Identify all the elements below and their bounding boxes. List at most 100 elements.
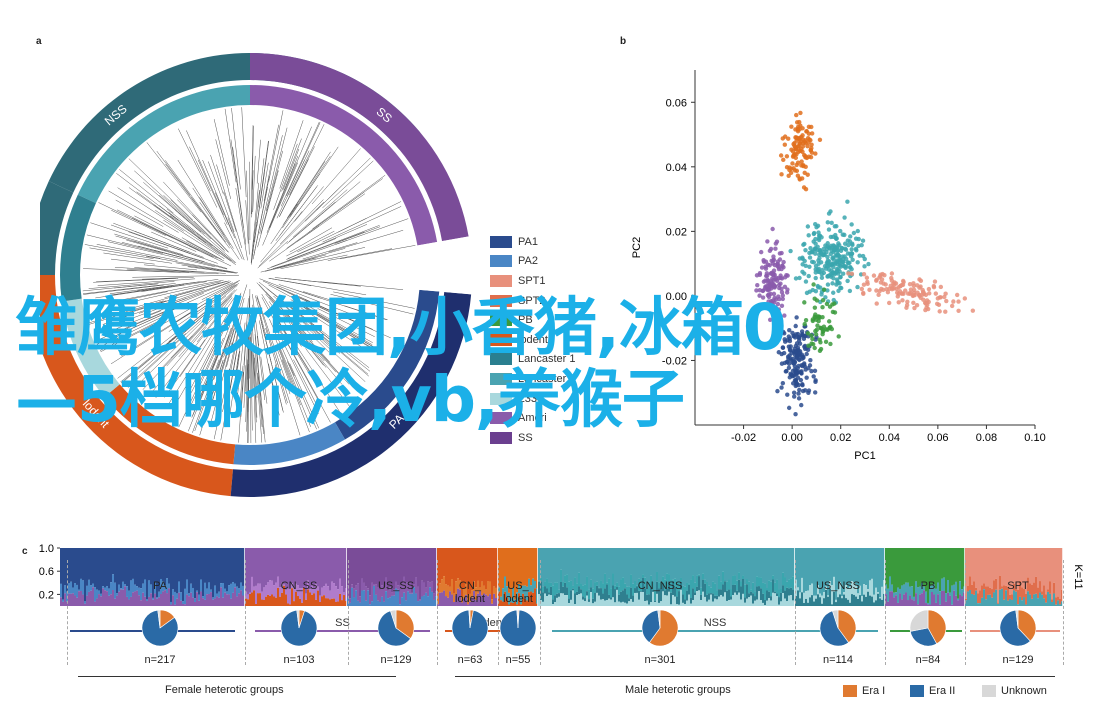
bar-segment [275,597,278,606]
pca-point-lodent [809,131,815,136]
bar-segment [831,548,834,585]
bar-segment [612,597,615,606]
pca-point-nss [835,244,840,249]
bar-segment [114,598,117,606]
pca-point-spt [905,299,910,305]
pca-point-pa [779,326,784,331]
bar-segment [568,548,571,582]
bar-segment [835,548,838,600]
pca-point-nss [838,274,843,280]
bar-segment [498,591,501,606]
bar-segment [622,577,625,591]
pca-point-nss [803,263,808,269]
bar-segment [792,589,795,601]
bar-segment [797,590,800,606]
bar-segment [676,596,679,605]
bar-segment [128,548,131,591]
bar-segment [756,548,759,577]
legend-item: lodent [490,330,575,350]
bar-segment [564,595,567,606]
pca-point-pb [802,300,807,305]
bar-segment [686,548,689,583]
tree-branch [108,241,215,267]
bar-segment [375,548,378,585]
bar-segment [612,573,615,586]
x-tick-label: 0.00 [781,432,802,444]
group-divider [498,560,499,665]
tree-branch [99,315,169,351]
bar-segment [419,599,422,601]
bar-segment [538,548,541,581]
bar-segment [857,593,860,599]
bar-segment [234,587,237,606]
bar-segment [1041,548,1044,592]
bar-segment [662,548,665,577]
bar-segment [337,548,340,590]
pca-point-pa [787,328,792,333]
pca-point-nss [800,269,805,275]
bar-segment [365,600,368,606]
bar-segment [363,582,366,591]
pca-point-pb [824,301,830,307]
bar-segment [1015,591,1018,606]
bar-segment [899,548,902,589]
pca-point-lodent [797,141,802,146]
tree-branch [258,201,325,267]
pca-point-nss [845,251,851,256]
pie-label: CN_SS [280,580,318,592]
tree-branch [273,295,332,348]
bar-segment [355,590,358,606]
pca-point-pb [817,314,822,320]
bar-segment [772,579,775,593]
tree-branch [192,359,220,433]
bar-segment [766,590,769,601]
x-tick-label: 0.02 [830,432,851,444]
bar-segment [891,584,894,592]
bar-segment [558,548,561,590]
legend-label: lodent [518,333,548,346]
bar-segment [303,548,306,587]
bar-segment [967,591,970,606]
bar-segment [979,603,982,606]
bar-segment [704,579,707,584]
bar-segment [813,595,816,602]
bar-segment [588,599,591,602]
bar-segment [913,600,916,606]
bar-segment [532,578,535,593]
bar-segment [748,593,751,598]
bar-y-tick-label: 1.0 [39,543,54,555]
pca-point-pa [797,387,802,393]
tree-branch [277,345,301,406]
bar-segment [708,585,711,594]
bar-segment [929,604,932,606]
bar-segment [698,590,701,606]
bar-segment [963,592,966,606]
pca-point-nss [821,246,826,252]
bar-segment [841,598,844,606]
bar-segment [893,592,896,598]
bar-segment [337,601,340,606]
bar-segment [134,548,137,585]
bar-segment [935,588,938,603]
legend-item: SPT1 [490,271,575,291]
bar-segment [124,586,127,606]
bar-segment [451,594,454,606]
bar-segment [558,589,561,594]
bar-segment [724,580,727,582]
pca-point-spt [864,275,870,280]
ring-lodent [40,275,234,497]
bar-segment [827,548,830,596]
tree-branch [256,350,266,443]
bar-segment [194,548,197,599]
pca-point-lodent [798,110,803,116]
pca-point-nss [856,243,861,249]
tree-branch [312,349,343,385]
bar-segment [502,588,505,602]
tree-branch [257,170,279,248]
tree-branch [143,182,191,224]
bar-segment [90,585,93,591]
bar-segment [170,604,173,606]
bar-segment [927,548,930,603]
bar-segment [704,583,707,597]
bar-segment [752,603,755,606]
